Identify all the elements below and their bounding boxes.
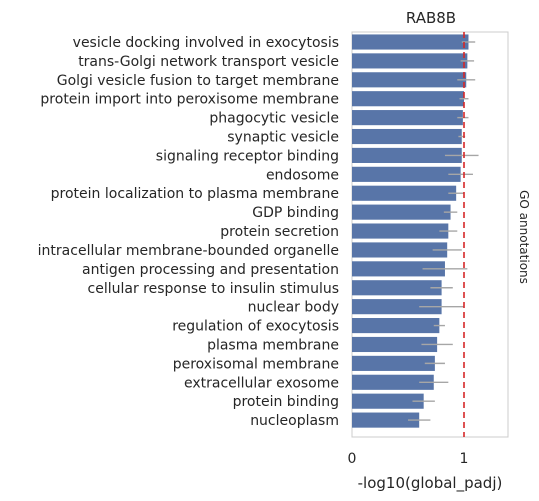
category-label: regulation of exocytosis [172,319,339,335]
bar [352,412,420,428]
category-label: antigen processing and presentation [82,262,339,278]
category-label: protein binding [233,394,339,410]
bar [352,318,440,334]
category-label: intracellular membrane-bounded organelle [38,243,339,259]
category-label: extracellular exosome [184,375,339,391]
category-label: plasma membrane [207,337,339,353]
category-labels: vesicle docking involved in exocytosis tr… [38,35,339,429]
bar [352,261,445,277]
y-axis-title: GO annotations [517,190,531,284]
x-tick-label: 1 [460,451,469,467]
bar [352,336,438,353]
bar [352,53,468,69]
bar [352,110,463,126]
bar [352,147,462,163]
bar [352,374,434,390]
error-bars-layer [408,41,479,421]
bar [352,185,457,201]
category-label: synaptic vesicle [227,130,339,146]
category-label: trans-Golgi network transport vesicle [78,54,339,70]
x-axis-title: -log10(global_padj) [358,474,503,493]
bar [352,299,442,315]
category-label: protein secretion [220,224,339,240]
category-label: endosome [266,167,339,183]
chart-title: RAB8B [406,9,456,27]
bar [352,34,469,50]
bar [352,393,424,409]
bar [352,223,449,239]
x-tick-label: 0 [348,451,357,467]
category-label: Golgi vesicle fusion to target membrane [57,73,339,89]
category-label: GDP binding [252,205,339,221]
category-label: protein localization to plasma membrane [51,186,339,202]
category-label: phagocytic vesicle [209,111,339,127]
bar [352,242,448,258]
category-label: peroxisomal membrane [173,356,339,372]
category-label: cellular response to insulin stimulus [88,281,339,297]
category-label: nucleoplasm [250,413,339,429]
bars-layer [352,34,469,428]
bar [352,91,464,107]
category-label: vesicle docking involved in exocytosis [73,35,339,51]
category-label: nuclear body [248,300,339,316]
bar [352,72,467,88]
category-label: signaling receptor binding [156,148,339,164]
bar [352,280,442,296]
bar [352,204,451,220]
bar [352,355,435,371]
bar [352,166,461,182]
bar [352,128,462,145]
category-label: protein import into peroxisome membrane [40,92,339,108]
